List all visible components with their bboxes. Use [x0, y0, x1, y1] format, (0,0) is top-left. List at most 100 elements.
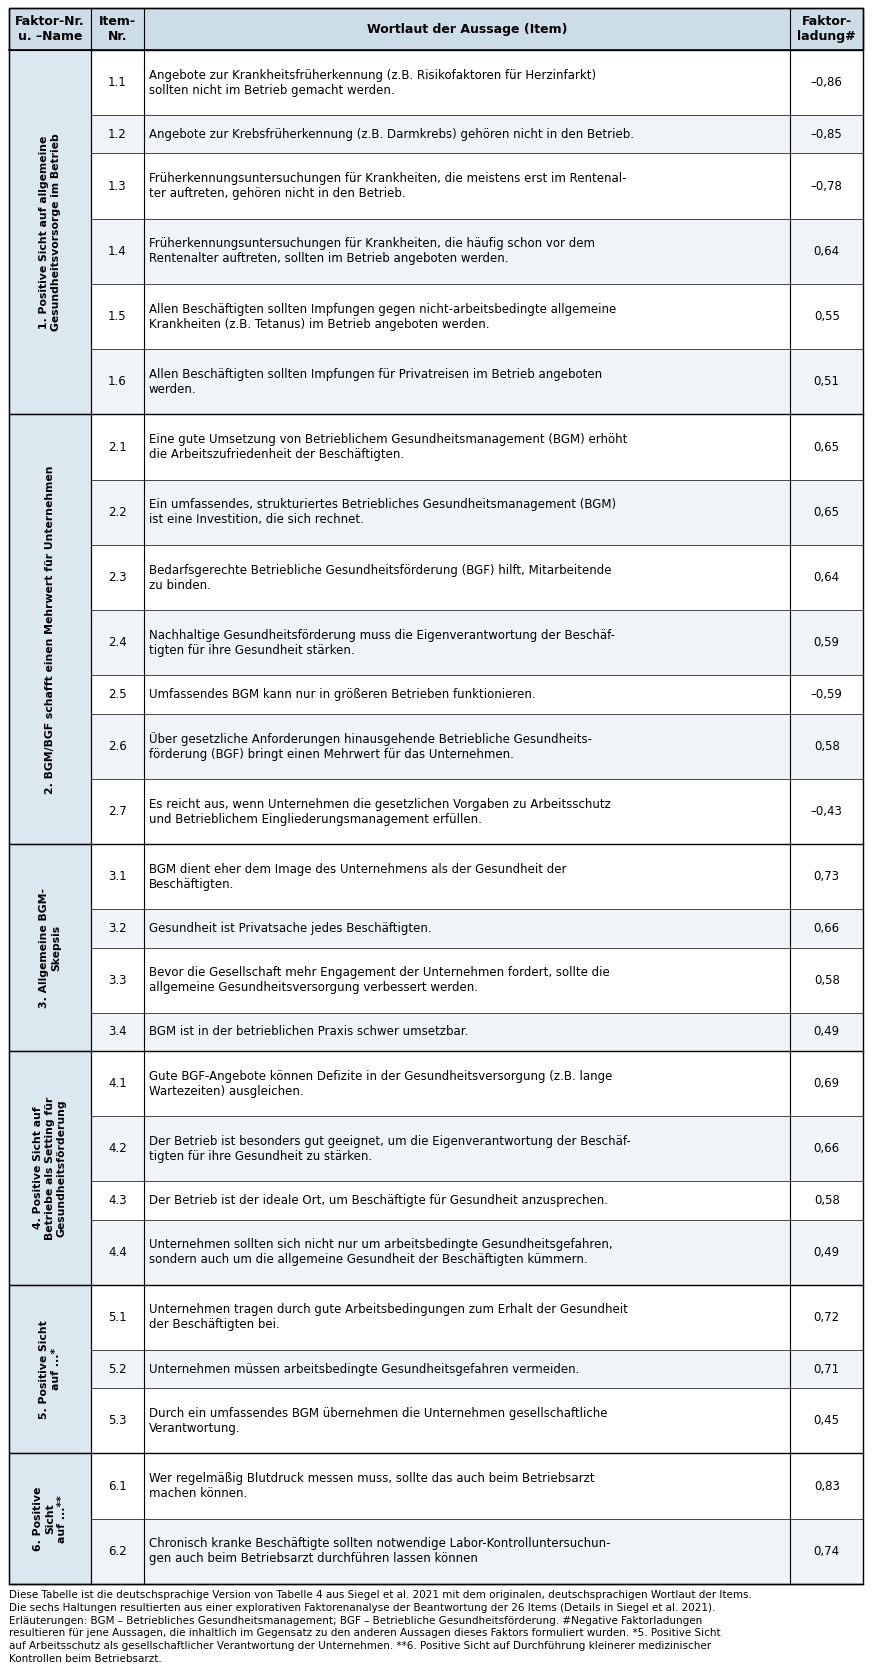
Bar [91, 610, 144, 675]
Text: Diese Tabelle ist die deutschsprachige Version von Tabelle 4 aus Siegel et al. 2: Diese Tabelle ist die deutschsprachige V… [9, 1590, 752, 1663]
Bar [144, 544, 790, 610]
Text: 5.1: 5.1 [108, 1311, 126, 1324]
Bar [144, 1219, 790, 1284]
Bar [91, 947, 144, 1012]
Text: 0,66: 0,66 [814, 1142, 840, 1156]
Text: Gute BGF-Angebote können Defizite in der Gesundheitsversorgung (z.B. lange
Warte: Gute BGF-Angebote können Defizite in der… [149, 1069, 612, 1097]
Bar [91, 843, 144, 910]
Text: 0,59: 0,59 [814, 636, 840, 650]
Bar [790, 1349, 863, 1388]
Bar [790, 910, 863, 947]
Bar [144, 947, 790, 1012]
Bar [144, 219, 790, 284]
Bar [790, 115, 863, 154]
Bar [91, 1116, 144, 1181]
Text: Angebote zur Krankheitsfrüherkennung (z.B. Risikofaktoren für Herzinfarkt)
sollt: Angebote zur Krankheitsfrüherkennung (z.… [149, 68, 596, 97]
Text: Wortlaut der Aussage (Item): Wortlaut der Aussage (Item) [367, 22, 568, 35]
Text: Allen Beschäftigten sollten Impfungen gegen nicht-arbeitsbedingte allgemeine
Kra: Allen Beschäftigten sollten Impfungen ge… [149, 302, 617, 331]
Text: Es reicht aus, wenn Unternehmen die gesetzlichen Vorgaben zu Arbeitsschutz
und B: Es reicht aus, wenn Unternehmen die gese… [149, 798, 610, 825]
Bar [144, 154, 790, 219]
Bar [144, 1050, 790, 1116]
Text: Bevor die Gesellschaft mehr Engagement der Unternehmen fordert, sollte die
allge: Bevor die Gesellschaft mehr Engagement d… [149, 967, 610, 994]
Bar [790, 947, 863, 1012]
Bar [144, 778, 790, 843]
Text: Angebote zur Krebsfrüherkennung (z.B. Darmkrebs) gehören nicht in den Betrieb.: Angebote zur Krebsfrüherkennung (z.B. Da… [149, 129, 634, 140]
Text: 1.1: 1.1 [108, 77, 126, 89]
Bar [144, 713, 790, 778]
Text: Über gesetzliche Anforderungen hinausgehende Betriebliche Gesundheits-
förderung: Über gesetzliche Anforderungen hinausgeh… [149, 731, 592, 762]
Text: Bedarfsgerechte Betriebliche Gesundheitsförderung (BGF) hilft, Mitarbeitende
zu : Bedarfsgerechte Betriebliche Gesundheits… [149, 563, 611, 591]
Bar [790, 778, 863, 843]
Bar [790, 1012, 863, 1050]
Text: Wer regelmäßig Blutdruck messen muss, sollte das auch beim Betriebsarzt
machen k: Wer regelmäßig Blutdruck messen muss, so… [149, 1473, 595, 1500]
Bar [91, 1453, 144, 1518]
Text: –0,86: –0,86 [811, 77, 842, 89]
Text: 2.6: 2.6 [108, 740, 126, 753]
Bar [91, 349, 144, 414]
Text: Faktor-
ladung#: Faktor- ladung# [797, 15, 856, 43]
Bar [790, 1219, 863, 1284]
Text: 1. Positive Sicht auf allgemeine
Gesundheitsvorsorge im Betrieb: 1. Positive Sicht auf allgemeine Gesundh… [39, 134, 61, 331]
Text: Eine gute Umsetzung von Betrieblichem Gesundheitsmanagement (BGM) erhöht
die Arb: Eine gute Umsetzung von Betrieblichem Ge… [149, 433, 627, 461]
Bar [144, 1181, 790, 1219]
Text: 4. Positive Sicht auf
Betriebe als Setting für
Gesundheitsförderung: 4. Positive Sicht auf Betriebe als Setti… [33, 1096, 66, 1239]
Bar [790, 479, 863, 544]
Bar [91, 675, 144, 713]
Bar [144, 1349, 790, 1388]
Bar [91, 910, 144, 947]
Text: 0,64: 0,64 [814, 571, 840, 584]
Bar [790, 843, 863, 910]
Text: 0,65: 0,65 [814, 506, 840, 519]
Text: BGM dient eher dem Image des Unternehmens als der Gesundheit der
Beschäftigten.: BGM dient eher dem Image des Unternehmen… [149, 863, 567, 890]
Text: 5.2: 5.2 [108, 1363, 126, 1376]
Bar [144, 675, 790, 713]
Text: Durch ein umfassendes BGM übernehmen die Unternehmen gesellschaftliche
Verantwor: Durch ein umfassendes BGM übernehmen die… [149, 1406, 608, 1435]
Text: Nachhaltige Gesundheitsförderung muss die Eigenverantwortung der Beschäf-
tigten: Nachhaltige Gesundheitsförderung muss di… [149, 630, 615, 656]
Text: 3.3: 3.3 [108, 974, 126, 987]
Bar [91, 1284, 144, 1349]
Bar [9, 843, 91, 1050]
Bar [91, 154, 144, 219]
Text: 2.3: 2.3 [108, 571, 126, 584]
Text: 0,69: 0,69 [814, 1077, 840, 1091]
Text: 6.1: 6.1 [108, 1480, 126, 1493]
Bar [790, 1181, 863, 1219]
Bar [91, 414, 144, 479]
Bar [144, 479, 790, 544]
Text: 4.3: 4.3 [108, 1194, 126, 1207]
Text: 1.4: 1.4 [108, 245, 126, 257]
Bar [790, 219, 863, 284]
Text: Unternehmen sollten sich nicht nur um arbeitsbedingte Gesundheitsgefahren,
sonde: Unternehmen sollten sich nicht nur um ar… [149, 1237, 612, 1266]
Text: 0,58: 0,58 [814, 740, 840, 753]
Bar [91, 713, 144, 778]
Bar [144, 1453, 790, 1518]
Bar [790, 1388, 863, 1453]
Text: 0,45: 0,45 [814, 1414, 840, 1428]
Text: 0,73: 0,73 [814, 870, 840, 883]
Bar [91, 1349, 144, 1388]
Bar [144, 414, 790, 479]
Bar [790, 1050, 863, 1116]
Text: 2.7: 2.7 [108, 805, 126, 818]
Text: 0,74: 0,74 [814, 1545, 840, 1558]
Text: 1.5: 1.5 [108, 311, 126, 322]
Bar [91, 1388, 144, 1453]
Text: 3. Allgemeine BGM-
Skepsis: 3. Allgemeine BGM- Skepsis [39, 887, 61, 1007]
Text: 1.6: 1.6 [108, 376, 126, 389]
Text: 0,64: 0,64 [814, 245, 840, 257]
Text: 3.4: 3.4 [108, 1025, 126, 1039]
Bar [144, 910, 790, 947]
Bar [790, 1453, 863, 1518]
Text: Ein umfassendes, strukturiertes Betriebliches Gesundheitsmanagement (BGM)
ist ei: Ein umfassendes, strukturiertes Betriebl… [149, 498, 616, 526]
Bar [790, 154, 863, 219]
Text: 2.5: 2.5 [108, 688, 126, 701]
Bar [91, 50, 144, 115]
Text: 0,65: 0,65 [814, 441, 840, 454]
Bar [91, 479, 144, 544]
Text: 5.3: 5.3 [108, 1414, 126, 1428]
Text: 4.2: 4.2 [108, 1142, 126, 1156]
Bar [790, 544, 863, 610]
Text: –0,59: –0,59 [811, 688, 842, 701]
Bar [91, 1012, 144, 1050]
Bar [144, 349, 790, 414]
